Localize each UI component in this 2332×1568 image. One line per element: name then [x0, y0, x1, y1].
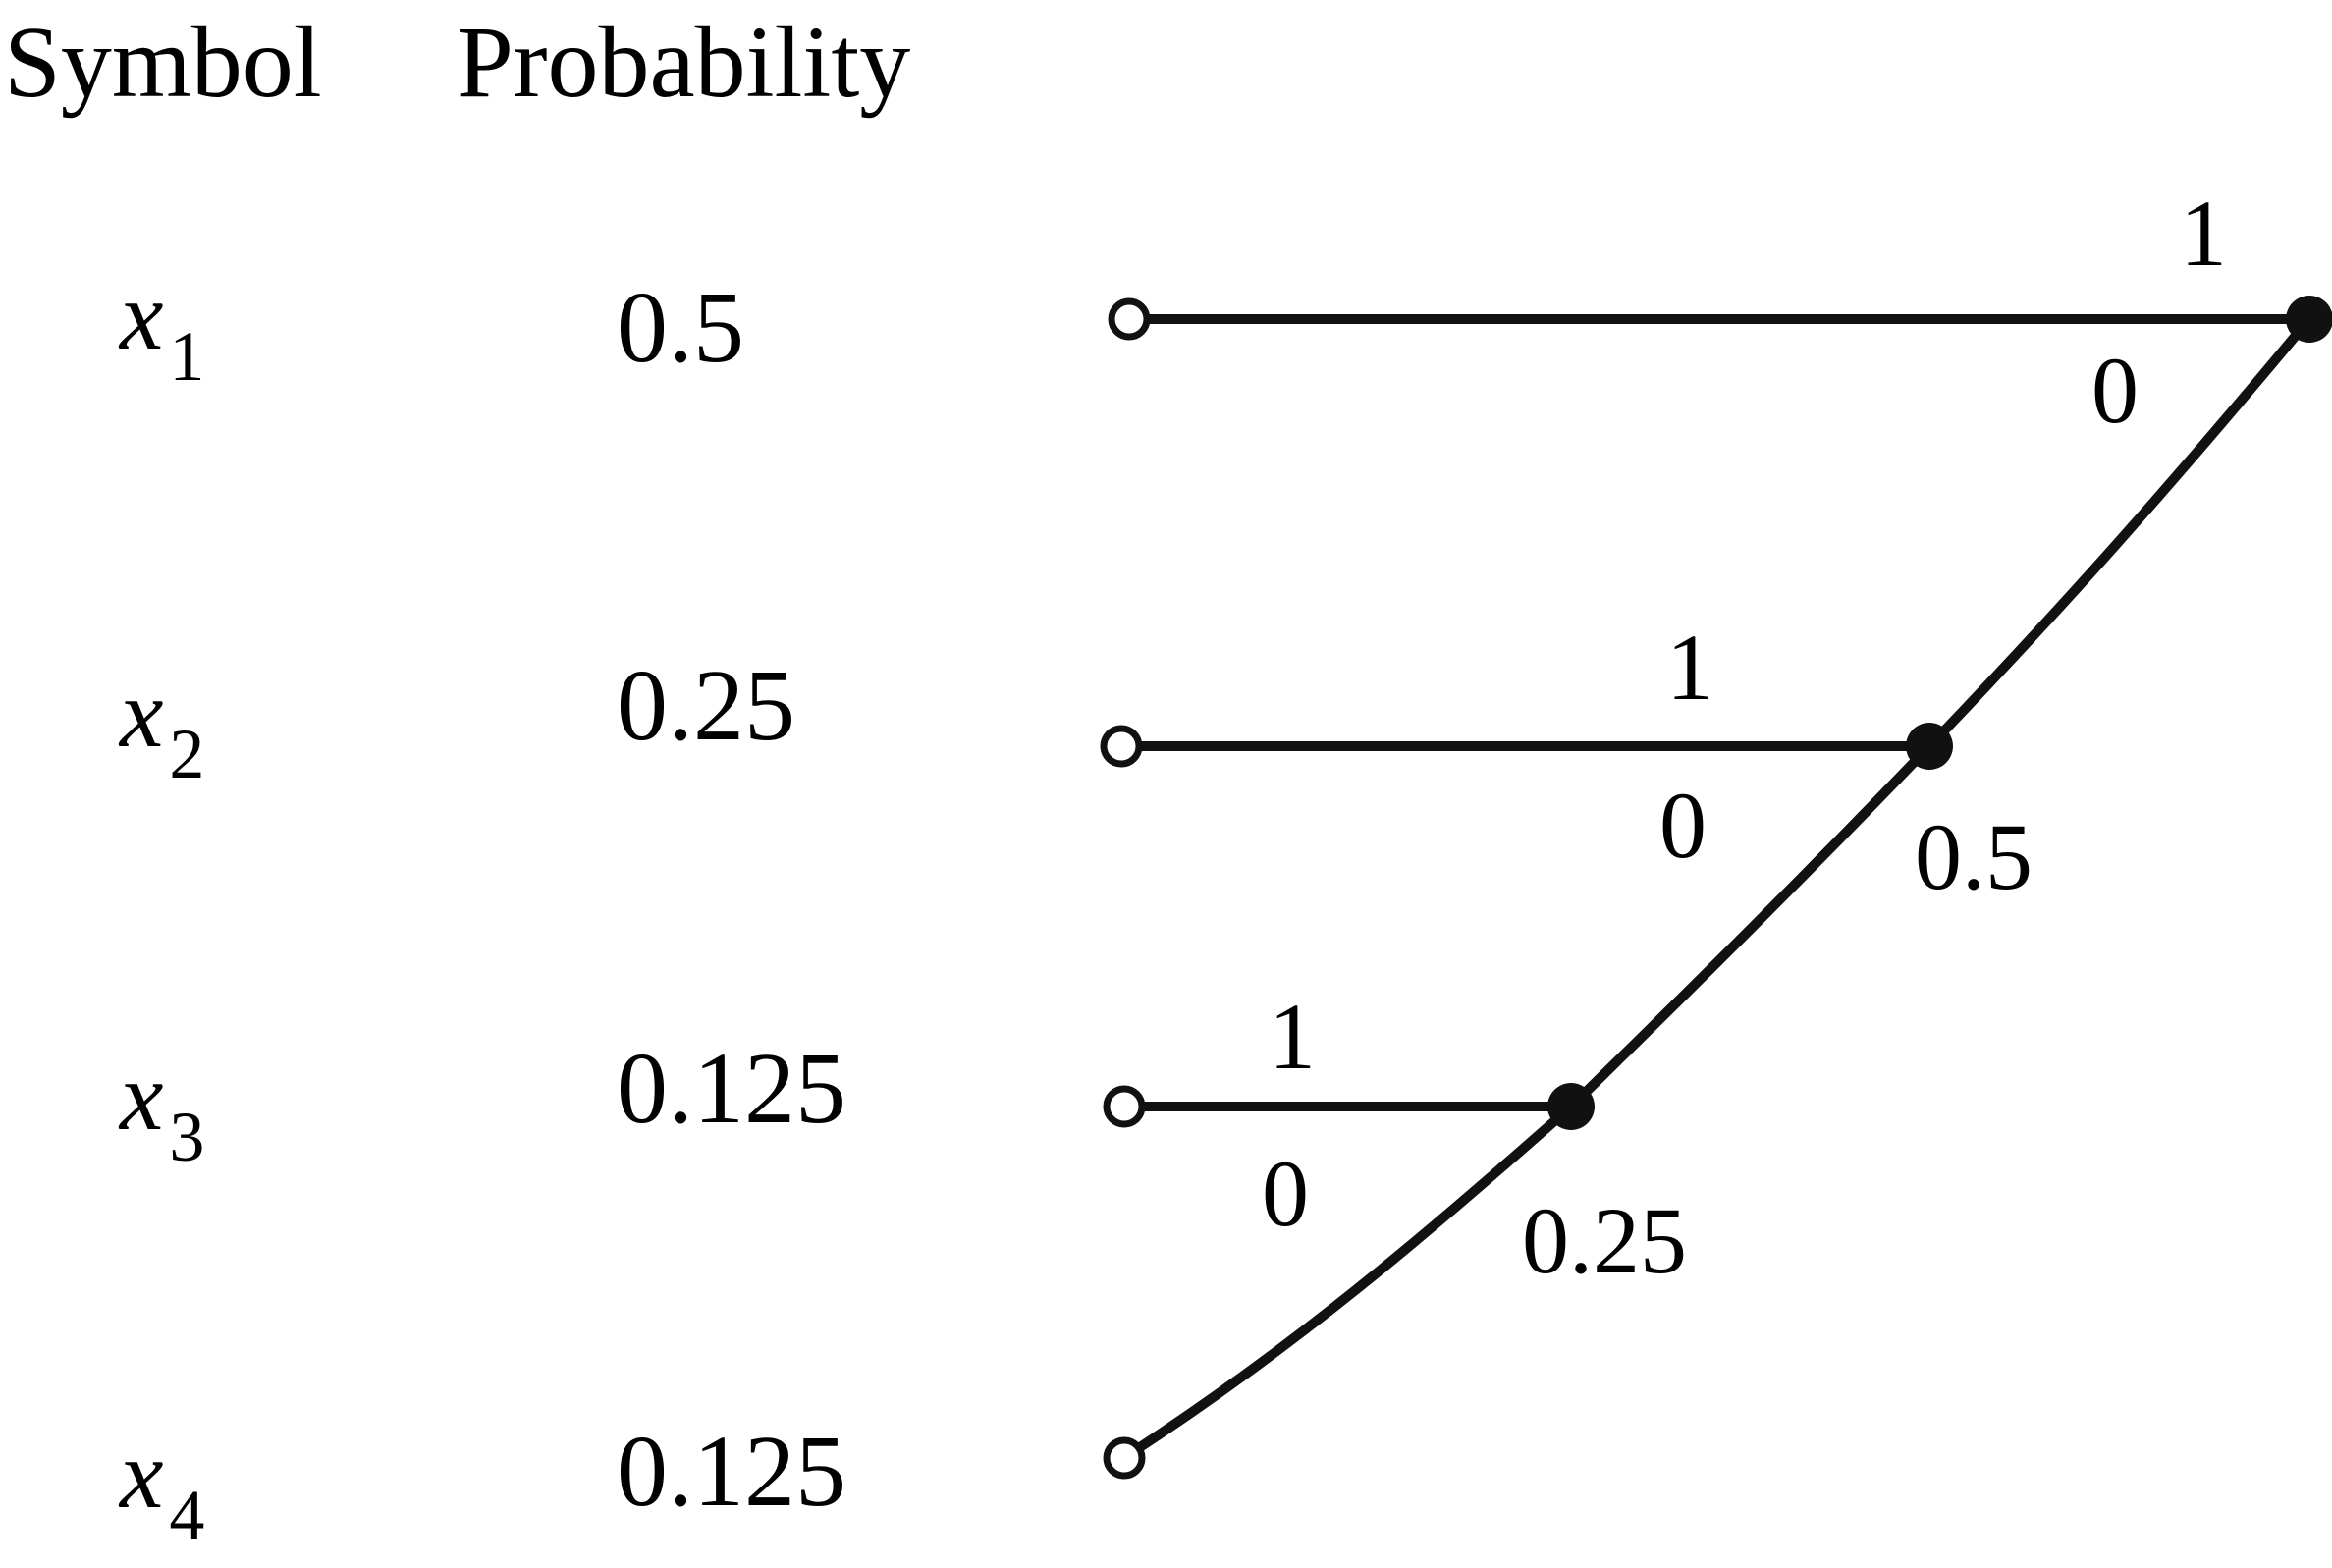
symbol-x2: x2	[118, 659, 204, 793]
edge-node-2-to-node-1	[1925, 314, 2314, 751]
probability-x1: 0.5	[617, 271, 744, 384]
symbol-x4-subscript: 4	[169, 1476, 204, 1554]
symbol-x1: x1	[118, 261, 204, 396]
probability-x4: 0.125	[617, 1415, 846, 1528]
node-1	[2286, 296, 2332, 343]
edge-node-3-to-node-2	[1566, 741, 1934, 1111]
probability-header: Probability	[457, 6, 910, 119]
symbol-x1-base: x	[118, 261, 163, 370]
node-3	[1547, 1083, 1595, 1130]
node-3-merged-probability: 0.25	[1522, 1188, 1687, 1293]
leaf-x4-terminal	[1103, 1436, 1146, 1480]
probability-x3: 0.125	[617, 1032, 846, 1145]
edge-x4-to-node-3	[1129, 1102, 1576, 1456]
probability-x2: 0.25	[617, 649, 795, 762]
node-3-upper-bit: 1	[1269, 984, 1316, 1089]
symbol-x2-subscript: 2	[169, 715, 204, 793]
symbol-x3-base: x	[118, 1042, 163, 1151]
symbol-x4-base: x	[118, 1420, 163, 1529]
symbol-x1-subscript: 1	[169, 317, 204, 396]
node-1-lower-bit: 0	[2091, 338, 2139, 443]
leaf-x2-terminal	[1100, 725, 1143, 768]
leaf-x1-terminal	[1108, 297, 1151, 341]
node-2-upper-bit: 1	[1666, 615, 1713, 720]
node-2-lower-bit: 0	[1659, 773, 1707, 878]
symbol-x4: x4	[118, 1420, 204, 1554]
symbol-x3-subscript: 3	[169, 1098, 204, 1176]
node-3-lower-bit: 0	[1262, 1141, 1309, 1246]
node-1-upper-bit: 1	[2180, 181, 2227, 286]
symbol-x2-base: x	[118, 659, 163, 768]
node-2	[1906, 723, 1953, 770]
node-2-merged-probability: 0.5	[1915, 804, 2033, 909]
symbol-x3: x3	[118, 1042, 204, 1176]
symbol-header: Symbol	[4, 6, 322, 119]
leaf-x3-terminal	[1103, 1085, 1146, 1128]
